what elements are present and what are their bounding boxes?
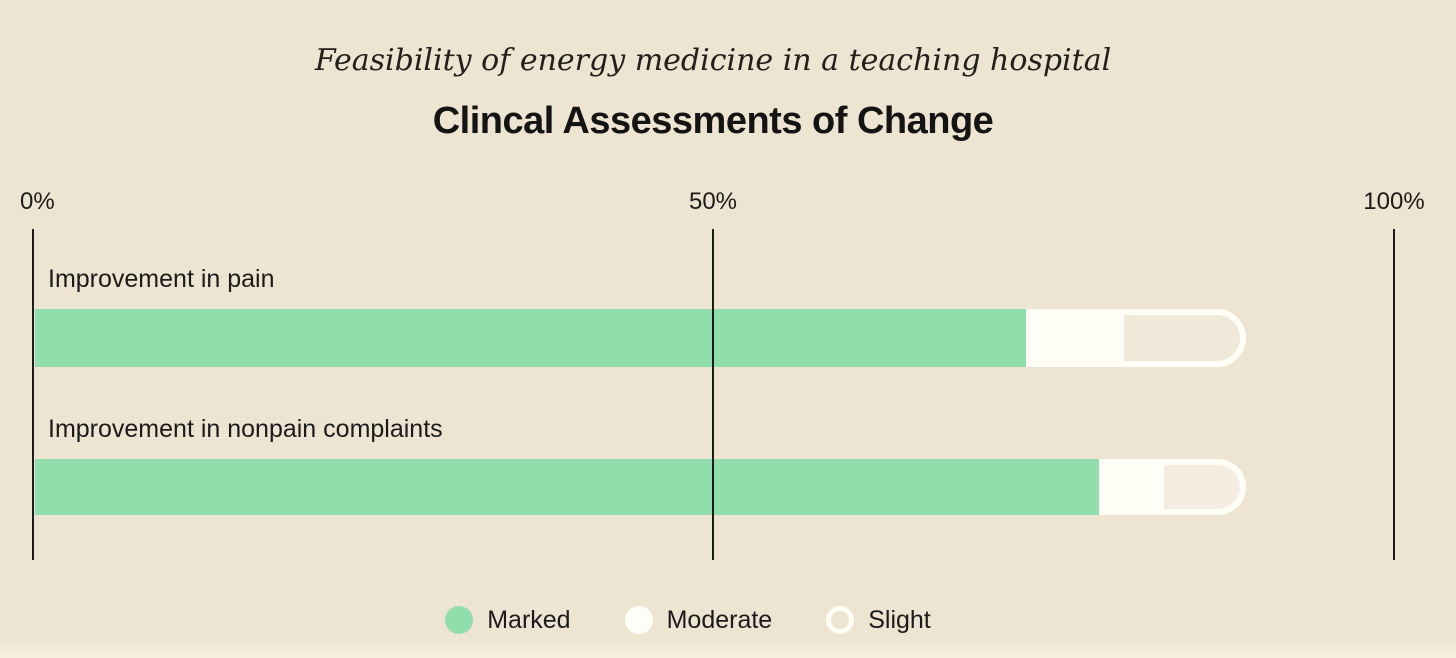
axis-tick-label-0: 0% — [20, 188, 55, 215]
chart-header: Feasibility of energy medicine in a teac… — [0, 0, 1456, 143]
legend-item-moderate: Moderate — [624, 606, 773, 634]
legend-swatch-slight-icon — [826, 606, 855, 634]
bar-segment-nonpain-moderate — [1099, 459, 1158, 515]
gridline-100-percent — [1393, 229, 1395, 560]
bottom-fade-decoration — [0, 636, 1456, 658]
bar-row-nonpain — [35, 459, 1394, 515]
bar-segment-pain-slight — [1118, 309, 1246, 367]
bar-segment-nonpain-marked — [35, 459, 1100, 515]
bar-row-pain — [35, 309, 1394, 367]
bar-segment-nonpain-slight — [1157, 459, 1246, 515]
legend-swatch-moderate-icon — [624, 606, 653, 634]
bar-row-label-pain: Improvement in pain — [48, 265, 275, 293]
chart-title: Clincal Assessments of Change — [432, 100, 994, 142]
legend-label-marked: Marked — [487, 606, 571, 634]
axis-tick-label-100: 100% — [1363, 188, 1425, 215]
plot-area: Improvement in pain Improvement in nonpa… — [32, 229, 1395, 560]
legend-label-slight: Slight — [868, 606, 931, 634]
bar-segment-pain-marked — [35, 309, 1026, 367]
chart-legend: Marked Moderate Slight — [0, 606, 1376, 634]
legend-item-marked: Marked — [445, 606, 571, 634]
gridline-0-percent — [32, 229, 34, 560]
legend-label-moderate: Moderate — [666, 606, 773, 634]
legend-item-slight: Slight — [826, 606, 931, 634]
chart-subtitle: Feasibility of energy medicine in a teac… — [314, 43, 1112, 78]
bar-row-label-nonpain: Improvement in nonpain complaints — [48, 415, 443, 443]
gridline-50-percent — [712, 229, 714, 560]
axis-tick-label-50: 50% — [688, 188, 738, 215]
bar-segment-pain-moderate — [1025, 309, 1119, 367]
legend-swatch-marked-icon — [445, 606, 474, 634]
